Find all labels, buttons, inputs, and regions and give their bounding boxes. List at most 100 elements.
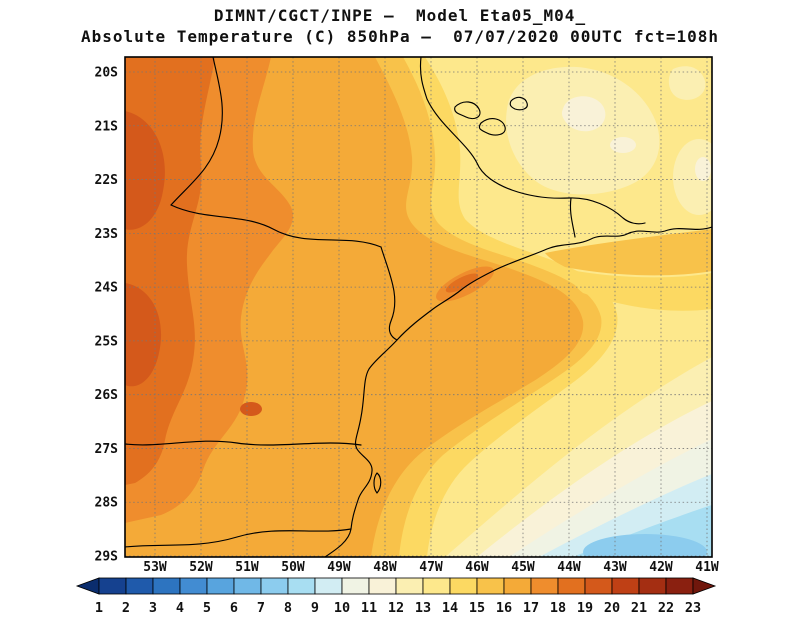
colorbar-tick-label: 7	[257, 600, 265, 616]
colorbar-tick-label: 19	[577, 600, 593, 616]
lon-tick-label: 42W	[649, 560, 673, 575]
lon-tick-label: 43W	[603, 560, 627, 575]
colorbar-right-arrow	[692, 577, 717, 595]
lon-tick-label: 41W	[695, 560, 719, 575]
lon-tick-label: 46W	[465, 560, 489, 575]
parana-river-border	[170, 57, 223, 206]
band-12-13-ne-corner-patch	[668, 66, 706, 100]
lat-tick-label: 21S	[95, 119, 119, 134]
lat-tick-label: 26S	[95, 388, 119, 403]
colorbar-segment	[530, 577, 559, 595]
colorbar-segment	[557, 577, 586, 595]
band-15-16-rio-coast-strip	[545, 229, 712, 276]
colorbar-tick-label: 13	[415, 600, 431, 616]
colorbar-ticks: 1 2 3 4 5 6 7 8 9 10 11 12 13 14 15 16 17 18 19 20 21 22 23	[95, 600, 701, 616]
sp-pr-border	[380, 246, 398, 341]
sc-rs-border	[125, 528, 352, 548]
colorbar-segment	[179, 577, 208, 595]
band-11-12-spot-c	[695, 157, 711, 181]
colorbar-tick-label: 5	[203, 600, 211, 616]
title-line-1: DIMNT/CGCT/INPE — Model Eta05_M04_	[213, 6, 587, 25]
colorbar-tick-label: 14	[442, 600, 458, 616]
chart-header: DIMNT/CGCT/INPE — Model Eta05_M04_ Absol…	[0, 5, 800, 47]
colorbar-tick-label: 1	[95, 600, 103, 616]
lon-tick-label: 50W	[281, 560, 305, 575]
colorbar-tick-label: 17	[523, 600, 539, 616]
colorbar-segment	[206, 577, 235, 595]
colorbar-segment	[611, 577, 640, 595]
lon-tick-label: 45W	[511, 560, 535, 575]
colorbar-segment	[503, 577, 532, 595]
lon-tick-label: 53W	[143, 560, 167, 575]
lon-axis-labels: 53W 52W 51W 50W 49W 48W 47W 46W 45W 44W 43W 42W 41W	[143, 560, 719, 575]
colorbar-tick-label: 22	[658, 600, 674, 616]
band-19-20-blob-north	[125, 111, 165, 230]
colorbar-tick-label: 2	[122, 600, 130, 616]
lat-tick-label: 27S	[95, 442, 119, 457]
colorbar-segment	[98, 577, 127, 595]
colorbar-tick-label: 10	[334, 600, 350, 616]
colorbar-segments	[75, 577, 717, 595]
lon-tick-label: 52W	[189, 560, 213, 575]
colorbar-segment	[125, 577, 154, 595]
colorbar-segment	[449, 577, 478, 595]
lon-tick-label: 47W	[419, 560, 443, 575]
colorbar-tick-label: 20	[604, 600, 620, 616]
temperature-map: 20S 21S 22S 23S 24S 25S 26S 27S 28S 29S 53W 52W 51W…	[95, 56, 719, 575]
colorbar-segment	[341, 577, 370, 595]
band-18-19-coastal-streak	[445, 273, 479, 293]
colorbar-left-arrow	[75, 577, 100, 595]
lat-tick-label: 24S	[95, 281, 119, 296]
colorbar-tick-label: 6	[230, 600, 238, 616]
colorbar-segment	[314, 577, 343, 595]
colorbar-segment	[584, 577, 613, 595]
colorbar-tick-label: 9	[311, 600, 319, 616]
lake-outline-c	[509, 96, 528, 111]
rj-sp-border	[569, 197, 576, 238]
lat-tick-label: 23S	[95, 227, 119, 242]
colorbar-segment	[368, 577, 397, 595]
lon-tick-label: 44W	[557, 560, 581, 575]
pr-sc-border	[125, 440, 362, 446]
colorbar-tick-label: 3	[149, 600, 157, 616]
band-11-12-spot-b	[610, 137, 636, 153]
lat-tick-label: 20S	[95, 66, 119, 81]
band-14-15-rio-coast-strip	[565, 269, 712, 311]
band-19-20-blob-south	[125, 283, 162, 387]
lat-tick-label: 22S	[95, 173, 119, 188]
lon-tick-label: 49W	[327, 560, 351, 575]
colorbar-segment	[476, 577, 505, 595]
lake-outline-a	[454, 101, 481, 120]
grid	[125, 57, 712, 557]
lon-tick-label: 48W	[373, 560, 397, 575]
title-line-2: Absolute Temperature (C) 850hPa — 07/07/…	[81, 27, 719, 46]
colorbar-segment	[665, 577, 694, 595]
colorbar-segment	[152, 577, 181, 595]
colorbar-tick-label: 21	[631, 600, 647, 616]
colorbar-tick-label: 23	[685, 600, 701, 616]
band-11-12-spot-a	[561, 96, 606, 132]
colorbar-segment	[287, 577, 316, 595]
state-borders	[125, 57, 712, 557]
lat-tick-label: 28S	[95, 496, 119, 511]
map-frame	[124, 56, 713, 558]
lon-tick-label: 51W	[235, 560, 259, 575]
colorbar-tick-label: 15	[469, 600, 485, 616]
colorbar-tick-label: 12	[388, 600, 404, 616]
colorbar-segment	[395, 577, 424, 595]
colorbar: 1 2 3 4 5 6 7 8 9 10 11 12 13 14 15 16 17 18 19 20 21 22 23	[75, 577, 717, 616]
colorbar-segment	[422, 577, 451, 595]
temperature-field	[125, 57, 712, 557]
island-outline	[373, 472, 382, 494]
paranapanema-border	[170, 204, 382, 248]
lat-tick-label: 29S	[95, 550, 119, 565]
colorbar-tick-label: 4	[176, 600, 184, 616]
colorbar-tick-label: 8	[284, 600, 292, 616]
colorbar-tick-label: 11	[361, 600, 377, 616]
band-7-8-ocean-blob	[583, 534, 707, 557]
lat-tick-label: 25S	[95, 334, 119, 349]
colorbar-segment	[233, 577, 262, 595]
colorbar-tick-label: 18	[550, 600, 566, 616]
band-19-20-spot	[240, 402, 262, 416]
